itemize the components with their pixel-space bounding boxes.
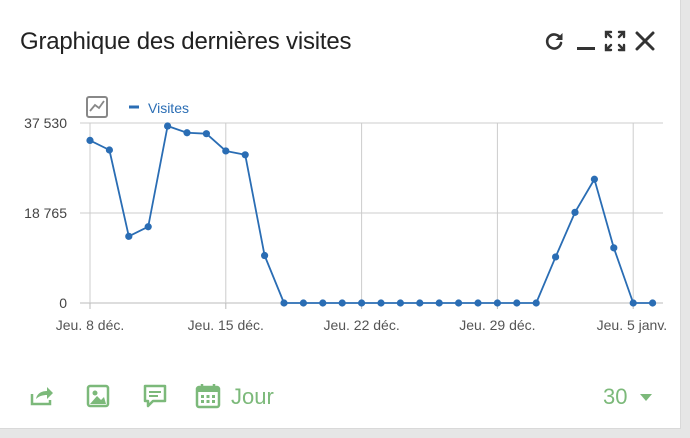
data-point xyxy=(474,299,482,307)
visits-graph-widget: Graphique des dernières visites 37 530 18… xyxy=(0,0,681,429)
maximize-icon[interactable] xyxy=(604,30,626,52)
data-point xyxy=(222,147,230,155)
data-point xyxy=(183,129,191,137)
data-point xyxy=(358,299,366,307)
x-tick-label: Jeu. 29 déc. xyxy=(459,317,535,333)
chevron-down-icon[interactable] xyxy=(640,394,652,401)
data-point xyxy=(241,151,249,159)
data-point xyxy=(319,299,327,307)
data-point xyxy=(338,299,346,307)
data-point xyxy=(629,299,637,307)
export-icon[interactable] xyxy=(28,382,56,410)
data-point xyxy=(396,299,404,307)
y-tick-label: 37 530 xyxy=(24,115,67,131)
data-point xyxy=(493,299,501,307)
data-point xyxy=(144,223,152,231)
data-point xyxy=(280,299,288,307)
period-selector[interactable]: Jour xyxy=(231,384,274,409)
refresh-icon[interactable] xyxy=(543,30,565,52)
data-point xyxy=(86,136,94,145)
data-point xyxy=(532,299,540,307)
chart-type-icon[interactable] xyxy=(86,96,108,118)
data-point xyxy=(416,299,424,307)
x-tick-label: Jeu. 22 déc. xyxy=(323,317,399,333)
minimize-icon[interactable] xyxy=(575,30,597,52)
visits-line-chart: 37 530 18 765 0 Jeu. 8 déc. Jeu. 15 déc. Jeu… xyxy=(24,96,668,333)
data-point xyxy=(590,175,599,183)
calendar-icon[interactable] xyxy=(194,382,222,410)
image-icon[interactable] xyxy=(84,382,112,410)
data-point xyxy=(435,299,443,307)
y-tick-label: 18 765 xyxy=(24,205,67,221)
data-point xyxy=(299,299,307,307)
data-point xyxy=(455,299,463,307)
data-point xyxy=(571,208,579,216)
count-selector[interactable]: 30 xyxy=(603,384,628,409)
x-tick-label: Jeu. 5 janv. xyxy=(597,317,668,333)
series-line xyxy=(89,125,653,304)
close-icon[interactable] xyxy=(634,30,656,52)
legend-label[interactable]: Visites xyxy=(148,100,189,116)
data-point xyxy=(513,299,521,307)
data-point xyxy=(202,130,210,138)
x-tick-label: Jeu. 15 déc. xyxy=(188,317,264,333)
annotation-icon[interactable] xyxy=(141,382,169,410)
widget-title: Graphique des dernières visites xyxy=(20,28,352,55)
data-point xyxy=(261,251,269,260)
data-point xyxy=(649,299,657,307)
y-tick-label: 0 xyxy=(59,295,67,311)
data-point xyxy=(105,146,113,154)
data-point xyxy=(610,244,618,252)
data-point xyxy=(164,122,172,130)
data-point xyxy=(552,253,560,261)
data-point xyxy=(125,232,133,240)
x-tick-label: Jeu. 8 déc. xyxy=(56,317,125,333)
data-point xyxy=(377,299,385,307)
